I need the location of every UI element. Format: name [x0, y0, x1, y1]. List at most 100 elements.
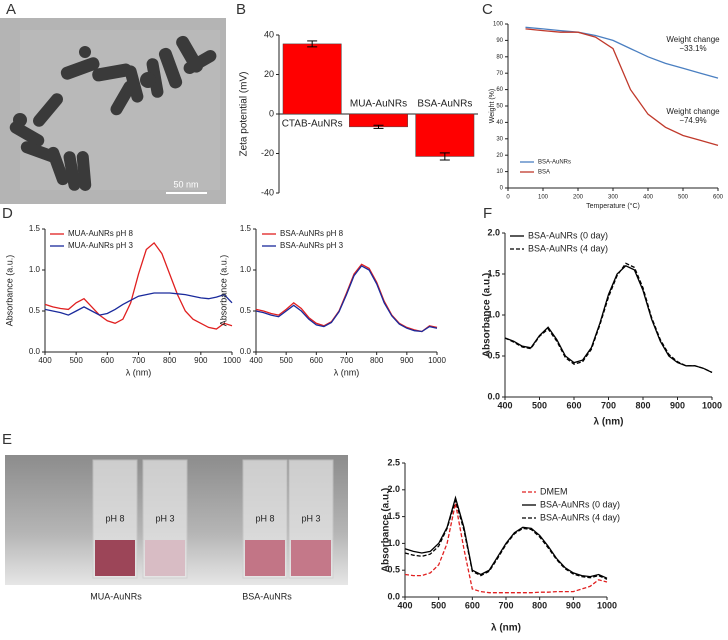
x-tick-label: 900 [566, 600, 581, 610]
y-tick-label: 90 [496, 38, 503, 44]
series-line [404, 495, 608, 579]
y-tick-label: 0.0 [487, 391, 500, 401]
series-line [504, 265, 713, 373]
legend-label: BSA-AuNRs (0 day) [528, 230, 608, 240]
series-line [255, 263, 438, 333]
bar [415, 113, 475, 157]
y-axis-label: Absorbance (a.u.) [381, 488, 392, 572]
x-tick-label: 400 [397, 600, 412, 610]
bar [282, 43, 342, 115]
x-tick-label: 800 [370, 356, 384, 365]
series-line [525, 26, 719, 79]
x-tick-label: 1000 [702, 400, 722, 410]
x-tick-label: 600 [566, 400, 581, 410]
x-tick-label: 700 [340, 356, 354, 365]
y-tick-label: 2.0 [387, 484, 400, 494]
category-label: BSA-AuNRs [417, 99, 472, 110]
x-axis-label: λ (nm) [491, 623, 521, 634]
legend-label: MUA-AuNRs pH 3 [68, 241, 133, 250]
x-tick-label: 500 [532, 400, 547, 410]
x-tick-label: 500 [431, 600, 446, 610]
x-tick-label: 400 [497, 400, 512, 410]
panel-letter: A [6, 1, 16, 18]
y-tick-label: 0.0 [387, 591, 400, 601]
legend-label: MUA-AuNRs pH 8 [68, 229, 133, 238]
x-tick-label: 1000 [428, 356, 446, 365]
legend-label: DMEM [540, 486, 568, 496]
cuvette-label: pH 3 [301, 513, 320, 523]
scale-bar-label: 50 nm [173, 179, 198, 189]
sample-label: BSA-AuNRs [242, 591, 292, 601]
x-axis-label: λ (nm) [334, 367, 360, 377]
x-tick-label: 800 [532, 600, 547, 610]
x-tick-label: 300 [608, 195, 619, 201]
panel-letter: D [2, 205, 13, 222]
legend-label: BSA-AuNRs (4 day) [528, 243, 608, 253]
y-tick-label: 1.0 [240, 265, 252, 274]
y-tick-label: 1.5 [487, 268, 500, 278]
tem-image: 50 nm [0, 18, 226, 204]
x-tick-label: 800 [635, 400, 650, 410]
panel-letter: F [483, 205, 492, 222]
y-axis-label: Zeta potential (mV) [239, 71, 250, 156]
x-tick-label: 600 [713, 195, 724, 201]
series-line [404, 503, 608, 594]
y-tick-label: 30 [496, 136, 503, 142]
y-tick-label: 20 [496, 153, 503, 159]
y-tick-label: 50 [496, 104, 503, 110]
x-tick-label: 100 [538, 195, 549, 201]
y-tick-label: -40 [261, 187, 274, 197]
y-tick-label: -20 [261, 148, 274, 158]
x-tick-label: 1000 [223, 356, 241, 365]
y-tick-label: 70 [496, 71, 503, 77]
y-tick-label: 40 [264, 29, 274, 39]
y-tick-label: 0.0 [29, 347, 41, 356]
y-tick-label: 1.0 [487, 309, 500, 319]
x-axis-label: λ (nm) [126, 367, 152, 377]
legend-label: BSA-AuNRs pH 8 [280, 229, 344, 238]
x-tick-label: 500 [69, 356, 83, 365]
x-tick-label: 1000 [597, 600, 617, 610]
x-axis-label: λ (nm) [594, 417, 624, 428]
sample-label: MUA-AuNRs [90, 591, 142, 601]
annotation: Weight change [666, 107, 720, 116]
panel-letter: E [2, 431, 12, 448]
y-tick-label: 60 [496, 87, 503, 93]
y-tick-label: 1.0 [29, 265, 41, 274]
legend-label: BSA-AuNRs pH 3 [280, 241, 344, 250]
y-axis-label: Absorbance (a.u.) [218, 255, 228, 327]
category-label: MUA-AuNRs [350, 99, 407, 110]
annotation: Weight change [666, 35, 720, 44]
x-tick-label: 500 [279, 356, 293, 365]
y-tick-label: 1.5 [240, 224, 252, 233]
series-line [525, 28, 719, 147]
y-tick-label: 0 [500, 186, 504, 192]
x-tick-label: 600 [101, 356, 115, 365]
series-line [44, 241, 233, 330]
y-tick-label: 2.0 [487, 227, 500, 237]
y-tick-label: 0.0 [240, 347, 252, 356]
y-tick-label: 40 [496, 120, 503, 126]
legend-label: BSA [538, 170, 550, 176]
y-axis-label: Absorbance (a.u.) [4, 255, 14, 327]
x-tick-label: 500 [678, 195, 689, 201]
series-line [404, 498, 608, 580]
series-line [504, 262, 713, 373]
x-tick-label: 900 [670, 400, 685, 410]
x-tick-label: 600 [310, 356, 324, 365]
y-tick-label: 1.5 [387, 511, 400, 521]
panel-letter: C [482, 1, 493, 18]
x-axis-label: Temperature (°C) [586, 202, 640, 210]
x-tick-label: 700 [498, 600, 513, 610]
y-axis-label: Absorbance (a.u.) [482, 273, 493, 357]
x-tick-label: 900 [400, 356, 414, 365]
cuvette-label: pH 3 [155, 513, 174, 523]
y-tick-label: 80 [496, 54, 503, 60]
x-tick-label: 400 [643, 195, 654, 201]
x-tick-label: 400 [38, 356, 52, 365]
y-tick-label: 1.0 [387, 538, 400, 548]
series-line [255, 265, 438, 333]
x-tick-label: 700 [132, 356, 146, 365]
x-tick-label: 800 [163, 356, 177, 365]
